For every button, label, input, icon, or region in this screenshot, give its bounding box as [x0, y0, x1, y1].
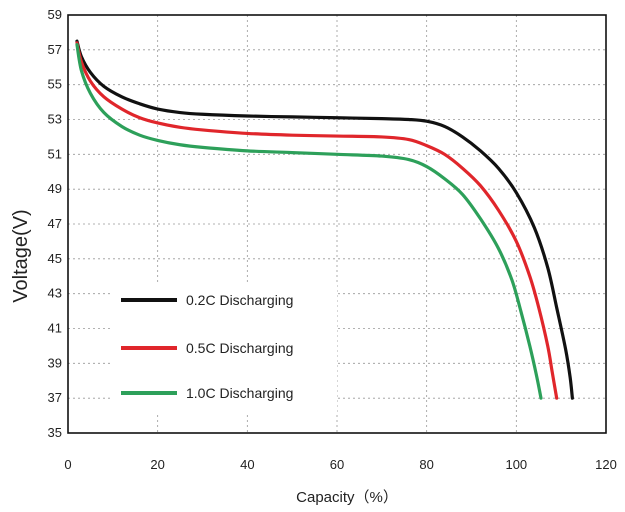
y-axis-title: Voltage(V) [10, 209, 32, 302]
x-tick-label: 60 [330, 457, 344, 472]
y-tick-label: 55 [48, 77, 62, 92]
y-tick-label: 39 [48, 355, 62, 370]
x-tick-label: 120 [595, 457, 617, 472]
x-axis-title: Capacity（%） [296, 489, 398, 506]
legend-label-2: 0.5C Discharging [186, 340, 293, 356]
y-tick-label: 59 [48, 7, 62, 22]
y-tick-label: 47 [48, 216, 62, 231]
y-tick-label: 57 [48, 42, 62, 57]
y-tick-label: 53 [48, 112, 62, 127]
x-tick-label: 0 [64, 457, 71, 472]
x-tick-label: 80 [419, 457, 433, 472]
y-tick-label: 45 [48, 251, 62, 266]
x-tick-label: 20 [150, 457, 164, 472]
legend-label-3: 1.0C Discharging [186, 385, 293, 401]
legend-label-1: 0.2C Discharging [186, 292, 293, 308]
y-tick-label: 51 [48, 146, 62, 161]
x-tick-label: 100 [505, 457, 527, 472]
series-line-1 [75, 39, 574, 400]
plot-frame [67, 14, 607, 434]
y-tick-label: 37 [48, 390, 62, 405]
tick-labels: 35 37 39 41 43 45 47 49 51 53 55 57 59 0 20 40 60 80 100 12… [48, 7, 617, 472]
y-tick-label: 43 [48, 286, 62, 301]
series-line-3 [75, 43, 543, 400]
legend: 0.2C Discharging 0.5C Discharging 1.0C Dis… [112, 282, 337, 412]
y-tick-label: 35 [48, 425, 62, 440]
x-tick-label: 40 [240, 457, 254, 472]
y-tick-label: 41 [48, 321, 62, 336]
series-line-2 [75, 41, 559, 400]
series-layer [75, 39, 574, 400]
y-tick-label: 49 [48, 181, 62, 196]
